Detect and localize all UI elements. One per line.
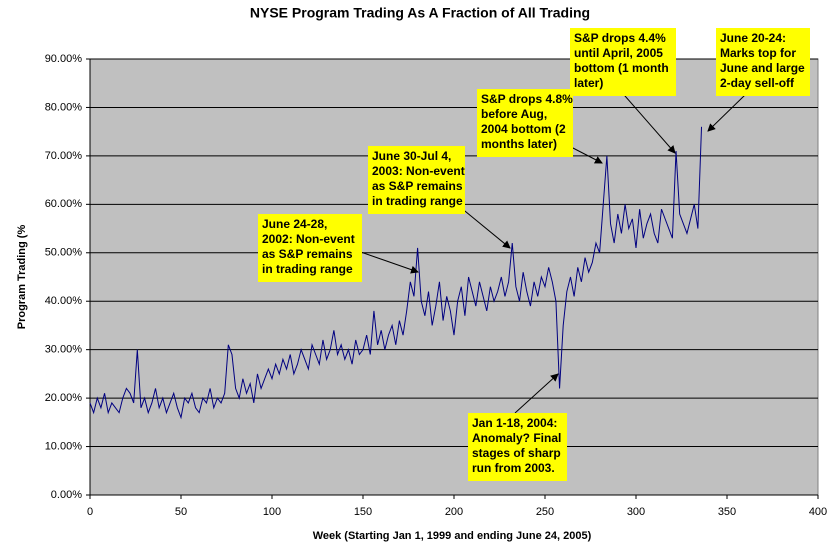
annotation-text: June 30-Jul 4,: [372, 149, 451, 163]
y-tick-label: 0.00%: [51, 489, 82, 501]
x-tick-label: 300: [627, 506, 645, 518]
annotation-text: June and large: [720, 61, 805, 75]
x-tick-label: 50: [175, 506, 187, 518]
annotation-text: 2-day sell-off: [720, 76, 795, 90]
annotation-text: as S&P remains: [262, 247, 353, 261]
x-tick-label: 150: [354, 506, 372, 518]
annotation-arrow: [459, 206, 511, 249]
plot-area: [89, 58, 819, 496]
y-tick-label: 60.00%: [45, 198, 83, 210]
y-tick-label: 20.00%: [45, 392, 83, 404]
annotation-arrow: [570, 146, 603, 164]
annotation-arrow: [707, 94, 746, 132]
chart-title: NYSE Program Trading As A Fraction of Al…: [250, 5, 590, 21]
annotation-text: S&P drops 4.4%: [574, 31, 666, 45]
annotation-text: as S&P remains: [372, 179, 463, 193]
annotation-text: run from 2003.: [472, 461, 555, 475]
annotation-text: Anomaly? Final: [472, 431, 561, 445]
annotation-text: in trading range: [262, 262, 353, 276]
annotation-text: June 24-28,: [262, 217, 327, 231]
annotation-arrow: [354, 249, 419, 274]
x-tick-label: 250: [536, 506, 554, 518]
series-line: [89, 126, 703, 420]
annotation-text: until April, 2005: [574, 46, 663, 60]
annotation-text: S&P drops 4.8%: [481, 92, 573, 106]
x-axis-label: Week (Starting Jan 1, 1999 and ending Ju…: [313, 530, 592, 542]
annotation-text: in trading range: [372, 194, 463, 208]
annotation-arrow: [617, 87, 676, 154]
annotation-text: later): [574, 76, 603, 90]
y-tick-label: 40.00%: [45, 295, 83, 307]
annotation-arrow: [514, 373, 559, 414]
y-tick-label: 70.00%: [45, 150, 83, 162]
x-tick-label: 100: [263, 506, 281, 518]
x-tick-label: 0: [87, 506, 93, 518]
annotation-text: 2003: Non-event: [372, 164, 465, 178]
annotation-text: stages of sharp: [472, 446, 561, 460]
y-tick-label: 10.00%: [45, 440, 83, 452]
x-tick-label: 350: [718, 506, 736, 518]
y-tick-label: 30.00%: [45, 344, 83, 356]
annotation-box: [716, 28, 810, 96]
y-tick-label: 80.00%: [45, 101, 83, 113]
annotation-box: [570, 28, 676, 96]
x-tick-label: 200: [445, 506, 463, 518]
annotation-text: June 20-24:: [720, 31, 786, 45]
y-tick-label: 90.00%: [45, 53, 83, 65]
y-tick-label: 50.00%: [45, 247, 83, 259]
annotation-text: months later): [481, 137, 557, 151]
annotation-box: [468, 413, 567, 481]
annotation-text: Marks top for: [720, 46, 796, 60]
annotation-text: 2002: Non-event: [262, 232, 355, 246]
annotation-text: Jan 1-18, 2004:: [472, 416, 557, 430]
annotation-text: 2004 bottom (2: [481, 122, 566, 136]
x-tick-label: 400: [809, 506, 827, 518]
annotation-text: before Aug,: [481, 107, 547, 121]
annotation-text: bottom (1 month: [574, 61, 669, 75]
y-axis-label: Program Trading (%: [16, 225, 28, 330]
annotation-box: [258, 214, 362, 282]
annotation-box: [368, 146, 465, 214]
annotation-box: [477, 89, 573, 157]
